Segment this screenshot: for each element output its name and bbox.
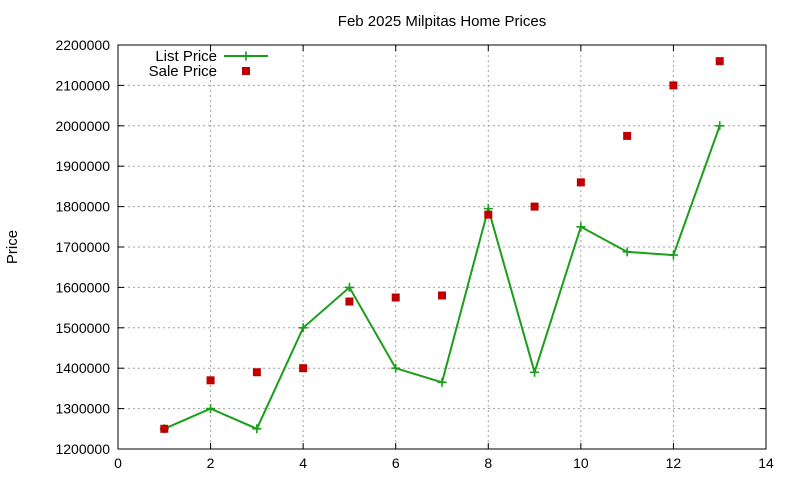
x-tick-label: 14 xyxy=(758,455,774,471)
y-tick-label: 1500000 xyxy=(55,320,110,336)
list-price-point xyxy=(252,424,262,434)
sale-price-point xyxy=(299,364,308,373)
series-1 xyxy=(160,57,724,433)
legend-marker-list-price xyxy=(241,51,251,61)
sale-price-point xyxy=(484,210,493,219)
sale-price-point xyxy=(206,376,215,385)
list-price-point xyxy=(206,404,216,414)
y-tick-label: 1200000 xyxy=(55,441,110,457)
y-axis-label: Price xyxy=(4,230,21,264)
list-price-point xyxy=(576,222,586,232)
y-tick-label: 1800000 xyxy=(55,199,110,215)
list-price-point xyxy=(715,121,725,131)
y-tick-label: 1600000 xyxy=(55,279,110,295)
x-tick-label: 10 xyxy=(573,455,589,471)
list-price-point xyxy=(530,367,540,377)
y-tick-label: 2200000 xyxy=(55,37,110,53)
sale-price-point xyxy=(669,81,678,90)
legend: List Price Sale Price xyxy=(149,48,268,80)
sale-price-point xyxy=(160,424,169,433)
list-price-point xyxy=(298,323,308,333)
sale-price-point xyxy=(391,293,400,302)
sale-price-point xyxy=(530,202,539,211)
x-tick-label: 0 xyxy=(114,455,122,471)
sale-price-point xyxy=(715,57,724,66)
y-tick-label: 1400000 xyxy=(55,360,110,376)
legend-label-list-price: List Price xyxy=(155,48,217,65)
legend-plus-mark xyxy=(241,51,251,61)
sale-price-point xyxy=(623,131,632,140)
y-tick-label: 2100000 xyxy=(55,77,110,93)
x-tick-label: 8 xyxy=(484,455,492,471)
x-tick-label: 6 xyxy=(392,455,400,471)
sale-price-point xyxy=(438,291,446,300)
y-tick-label: 2000000 xyxy=(55,118,110,134)
list-price-point xyxy=(344,282,354,292)
legend-marker-sale-price xyxy=(242,67,250,75)
list-price-point xyxy=(437,377,447,387)
legend-label-sale-price: Sale Price xyxy=(149,63,217,80)
y-tick-label: 1900000 xyxy=(55,158,110,174)
list-price-point xyxy=(668,250,678,260)
x-tick-label: 2 xyxy=(207,455,215,471)
sale-price-point xyxy=(576,178,585,187)
list-price-point xyxy=(391,363,401,373)
y-tick-label: 1700000 xyxy=(55,239,110,255)
sale-price-point xyxy=(252,368,261,377)
series xyxy=(159,57,725,434)
grid xyxy=(118,45,766,449)
sale-price-point xyxy=(345,297,354,306)
series-0 xyxy=(159,121,725,434)
chart-title: Feb 2025 Milpitas Home Prices xyxy=(338,13,546,30)
x-tick-label: 4 xyxy=(299,455,307,471)
y-tick-label: 1300000 xyxy=(55,401,110,417)
axis-ticks: 0 2 4 6 8 10 12 14 1200000 1300000 1400000 1500000 1… xyxy=(55,37,774,471)
x-tick-label: 12 xyxy=(666,455,682,471)
list-price-point xyxy=(622,247,632,257)
